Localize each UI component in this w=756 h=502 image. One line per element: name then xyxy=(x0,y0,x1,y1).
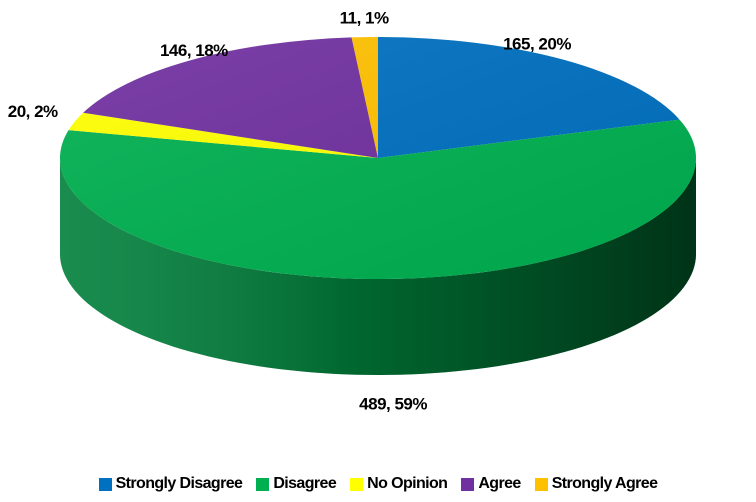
pie-side-shading-disagree xyxy=(60,158,696,375)
data-label-agree: 146, 18% xyxy=(160,41,228,60)
legend-item-no-opinion: No Opinion xyxy=(350,475,448,493)
legend-label-strongly-agree: Strongly Agree xyxy=(551,475,658,492)
legend-label-strongly-disagree: Strongly Disagree xyxy=(115,475,243,492)
legend-swatch-no-opinion xyxy=(350,477,364,491)
legend-item-agree: Agree xyxy=(461,475,521,493)
legend-label-no-opinion: No Opinion xyxy=(367,475,448,492)
legend-item-disagree: Disagree xyxy=(256,475,337,493)
pie-top-sheen xyxy=(60,37,696,279)
legend-swatch-strongly-agree xyxy=(534,477,548,491)
legend-item-strongly-disagree: Strongly Disagree xyxy=(98,475,243,493)
legend-label-agree: Agree xyxy=(478,475,521,492)
data-label-strongly-disagree: 165, 20% xyxy=(503,34,571,53)
legend-item-strongly-agree: Strongly Agree xyxy=(534,475,658,493)
data-label-disagree: 489, 59% xyxy=(359,394,427,413)
legend-label-disagree: Disagree xyxy=(273,475,337,492)
legend-swatch-agree xyxy=(461,477,475,491)
data-label-strongly-agree: 11, 1% xyxy=(340,9,389,28)
chart-legend: Strongly Disagree Disagree No Opinion Agree… xyxy=(0,470,756,498)
legend-swatch-disagree xyxy=(256,477,270,491)
data-label-no-opinion: 20, 2% xyxy=(8,102,58,121)
legend-swatch-strongly-disagree xyxy=(98,477,112,491)
